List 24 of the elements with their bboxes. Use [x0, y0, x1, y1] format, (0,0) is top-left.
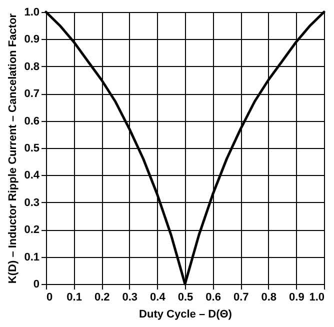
x-tick-label: 0.6 [206, 292, 221, 304]
y-tick-label: 0.2 [24, 224, 40, 236]
x-tick-label: 0.2 [94, 292, 110, 304]
y-tick-label: 0.7 [24, 88, 40, 100]
y-tick-label: 0.5 [24, 142, 40, 154]
y-tick-label: 0.6 [24, 115, 40, 128]
x-tick-label: 0.3 [122, 292, 138, 304]
x-tick-label: 0 [46, 292, 53, 304]
x-tick-label: 0.8 [261, 292, 277, 304]
x-tick-label: 1.0 [309, 292, 324, 304]
x-tick-label: 0.7 [233, 292, 249, 304]
y-tick-label: 0.8 [24, 60, 40, 73]
y-tick-label: 0.9 [24, 34, 40, 46]
y-tick-label: 0.4 [24, 170, 40, 182]
x-tick-label: 0.5 [178, 292, 194, 304]
y-tick-label: 0 [33, 278, 40, 290]
y-axis-title: K(D) – Inductor Ripple Current – Cancelation Factor [7, 12, 20, 284]
x-tick-label: 0.4 [150, 292, 166, 304]
x-tick-label: 0.1 [66, 292, 82, 304]
y-tick-label: 0.3 [24, 196, 40, 209]
x-axis-title: Duty Cycle – D(Θ) [139, 308, 232, 320]
y-tick-label: 0.1 [24, 251, 40, 264]
x-tick-label: 0.9 [289, 292, 304, 304]
y-tick-label: 1.0 [24, 6, 40, 18]
